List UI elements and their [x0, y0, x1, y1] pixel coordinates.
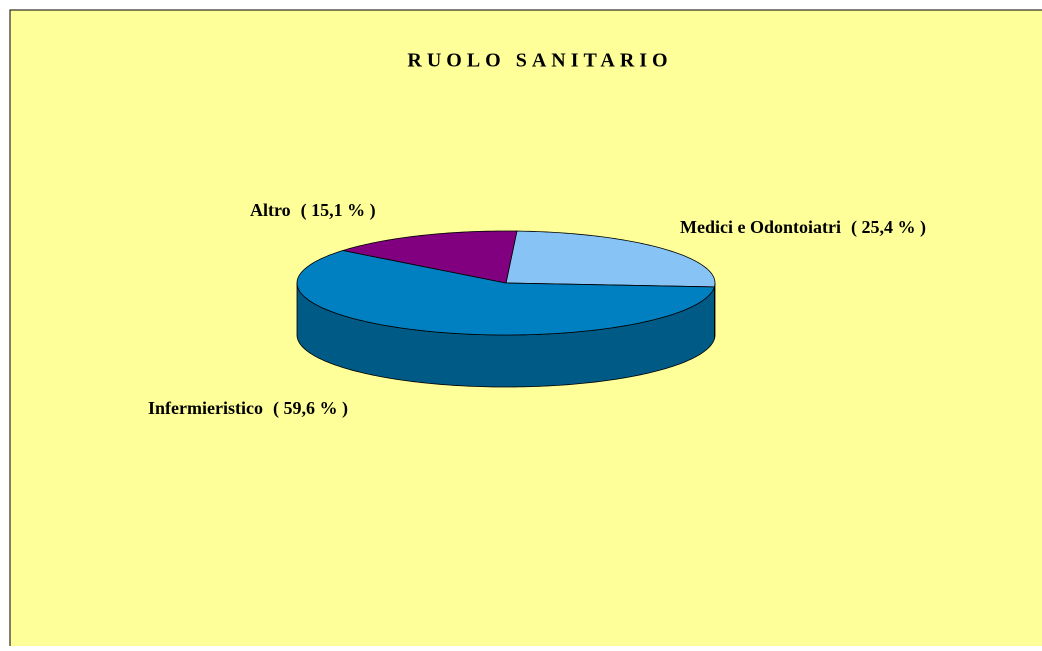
slice-label: Infermieristico ( 59,6 % ) [148, 398, 348, 419]
slice [505, 230, 716, 288]
value-label: ( 59,6 % ) [273, 398, 348, 419]
slice-label: Medici e Odontoiatri ( 25,4 % ) [680, 217, 926, 238]
category-label: Infermieristico [148, 398, 263, 418]
slice-label: Altro ( 15,1 % ) [250, 200, 376, 221]
category-label: Medici e Odontoiatri [680, 217, 841, 237]
category-label: Altro [250, 200, 291, 220]
slice [342, 230, 518, 284]
value-label: ( 25,4 % ) [851, 217, 926, 238]
chart-title: RUOLO SANITARIO [407, 50, 672, 72]
value-label: ( 15,1 % ) [301, 200, 376, 221]
slice [296, 250, 715, 336]
